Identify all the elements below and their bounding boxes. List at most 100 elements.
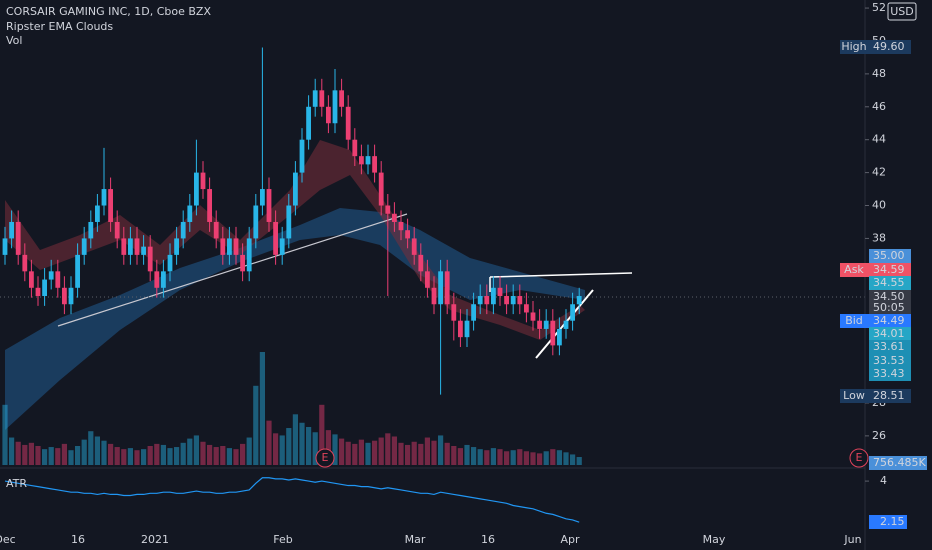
candle-body [273,221,278,255]
candle-body [345,106,351,140]
volume-bar [233,449,239,465]
candle-body [246,238,252,272]
tag-name-box [840,263,869,277]
tag-value: 33.61 [873,340,905,353]
volume-bar [42,449,48,465]
earnings-label[interactable]: E [856,451,863,464]
candle-body [372,156,377,173]
marks [2,47,582,523]
earnings-icon[interactable] [849,448,869,468]
volume-bar [174,447,180,465]
tag-name: High [841,40,866,53]
volume-bar [61,443,67,465]
volume-bar [15,441,21,465]
x-tick-label: 16 [71,533,85,546]
indicator-label: Vol [6,34,22,47]
chart-title: CORSAIR GAMING INC, 1D, Cboe BZX [6,5,211,18]
volume-bar [292,414,298,465]
resistance-line [489,272,633,278]
volume-bar [88,431,94,465]
volume-bar [550,449,556,465]
candle-body [81,238,87,255]
earnings-icon[interactable] [315,448,335,468]
volume-bar [35,445,41,465]
candle-body [227,238,232,255]
volume-bar [94,436,100,465]
candle-body [458,320,463,338]
x-tick-label: May [703,533,726,546]
candle-body [48,271,54,280]
candle-body [9,221,14,239]
y-tick-label: 4 [880,474,887,487]
candle-body [411,238,417,255]
tag-box [869,340,911,354]
tag-box [869,327,911,341]
volume-bar [226,448,232,465]
tag-box [869,290,911,304]
volume-tag-box [869,456,927,470]
candle-body [405,230,410,239]
ema-cloud-slow [5,208,585,430]
volume-bar [319,404,325,465]
volume-bar [312,432,318,465]
y-tick-label: 40 [872,199,886,212]
tag-name: Low [843,389,865,402]
candle-body [15,221,21,255]
volume-bar [457,448,463,465]
x-tick-label: Mar [405,533,426,546]
candle-body [2,238,8,255]
volume-bar [55,448,61,465]
tag-box [869,276,911,290]
candle-body [484,296,490,305]
volume-bar [477,449,483,465]
currency-box[interactable] [887,2,917,21]
candle-body [286,205,292,239]
y-tick-label: 48 [872,67,886,80]
volume-bar [563,452,569,465]
volume-bar [490,448,496,465]
candle-body [95,205,100,222]
candle-body [207,189,212,222]
tag-box [869,354,911,368]
candle-body [88,221,94,239]
candle-body [431,287,437,305]
candle-body [29,271,34,288]
candle-body [319,90,325,107]
earnings-label[interactable]: E [322,451,329,464]
volume-bar [114,447,120,465]
candle-body [266,189,272,222]
tag-value: 35.00 [873,249,905,262]
candle-body [55,271,61,288]
volume-bar [2,404,8,465]
candle-body [293,172,298,206]
tag-value: 33.43 [873,367,905,380]
tag-box [869,249,911,263]
candle-body [260,189,265,206]
candle-body [326,106,331,124]
tag-value: 34.49 [873,314,905,327]
volume-bar [325,430,331,465]
candle-body [359,156,364,165]
candle-body [352,139,358,157]
candle-body [194,172,199,206]
candle-body [418,254,424,272]
candle-body [101,189,107,206]
volume-bar [253,385,259,465]
candle-body [75,254,80,288]
volume-bar [240,443,246,465]
tag-box [869,40,911,54]
volume-bar [570,454,576,465]
candle-body [200,172,206,190]
candle-body [147,246,153,272]
y-tick-label: 42 [872,166,886,179]
trend-line [57,213,408,327]
volume-bar [464,444,470,465]
currency[interactable]: USD [890,5,914,18]
tag-value: 34.55 [873,276,905,289]
volume-bar [9,437,15,465]
tag-name-box [840,40,869,54]
candle-body [398,221,404,231]
x-tick-label: Dec [0,533,16,546]
tag-value: 34.50 [873,290,905,303]
